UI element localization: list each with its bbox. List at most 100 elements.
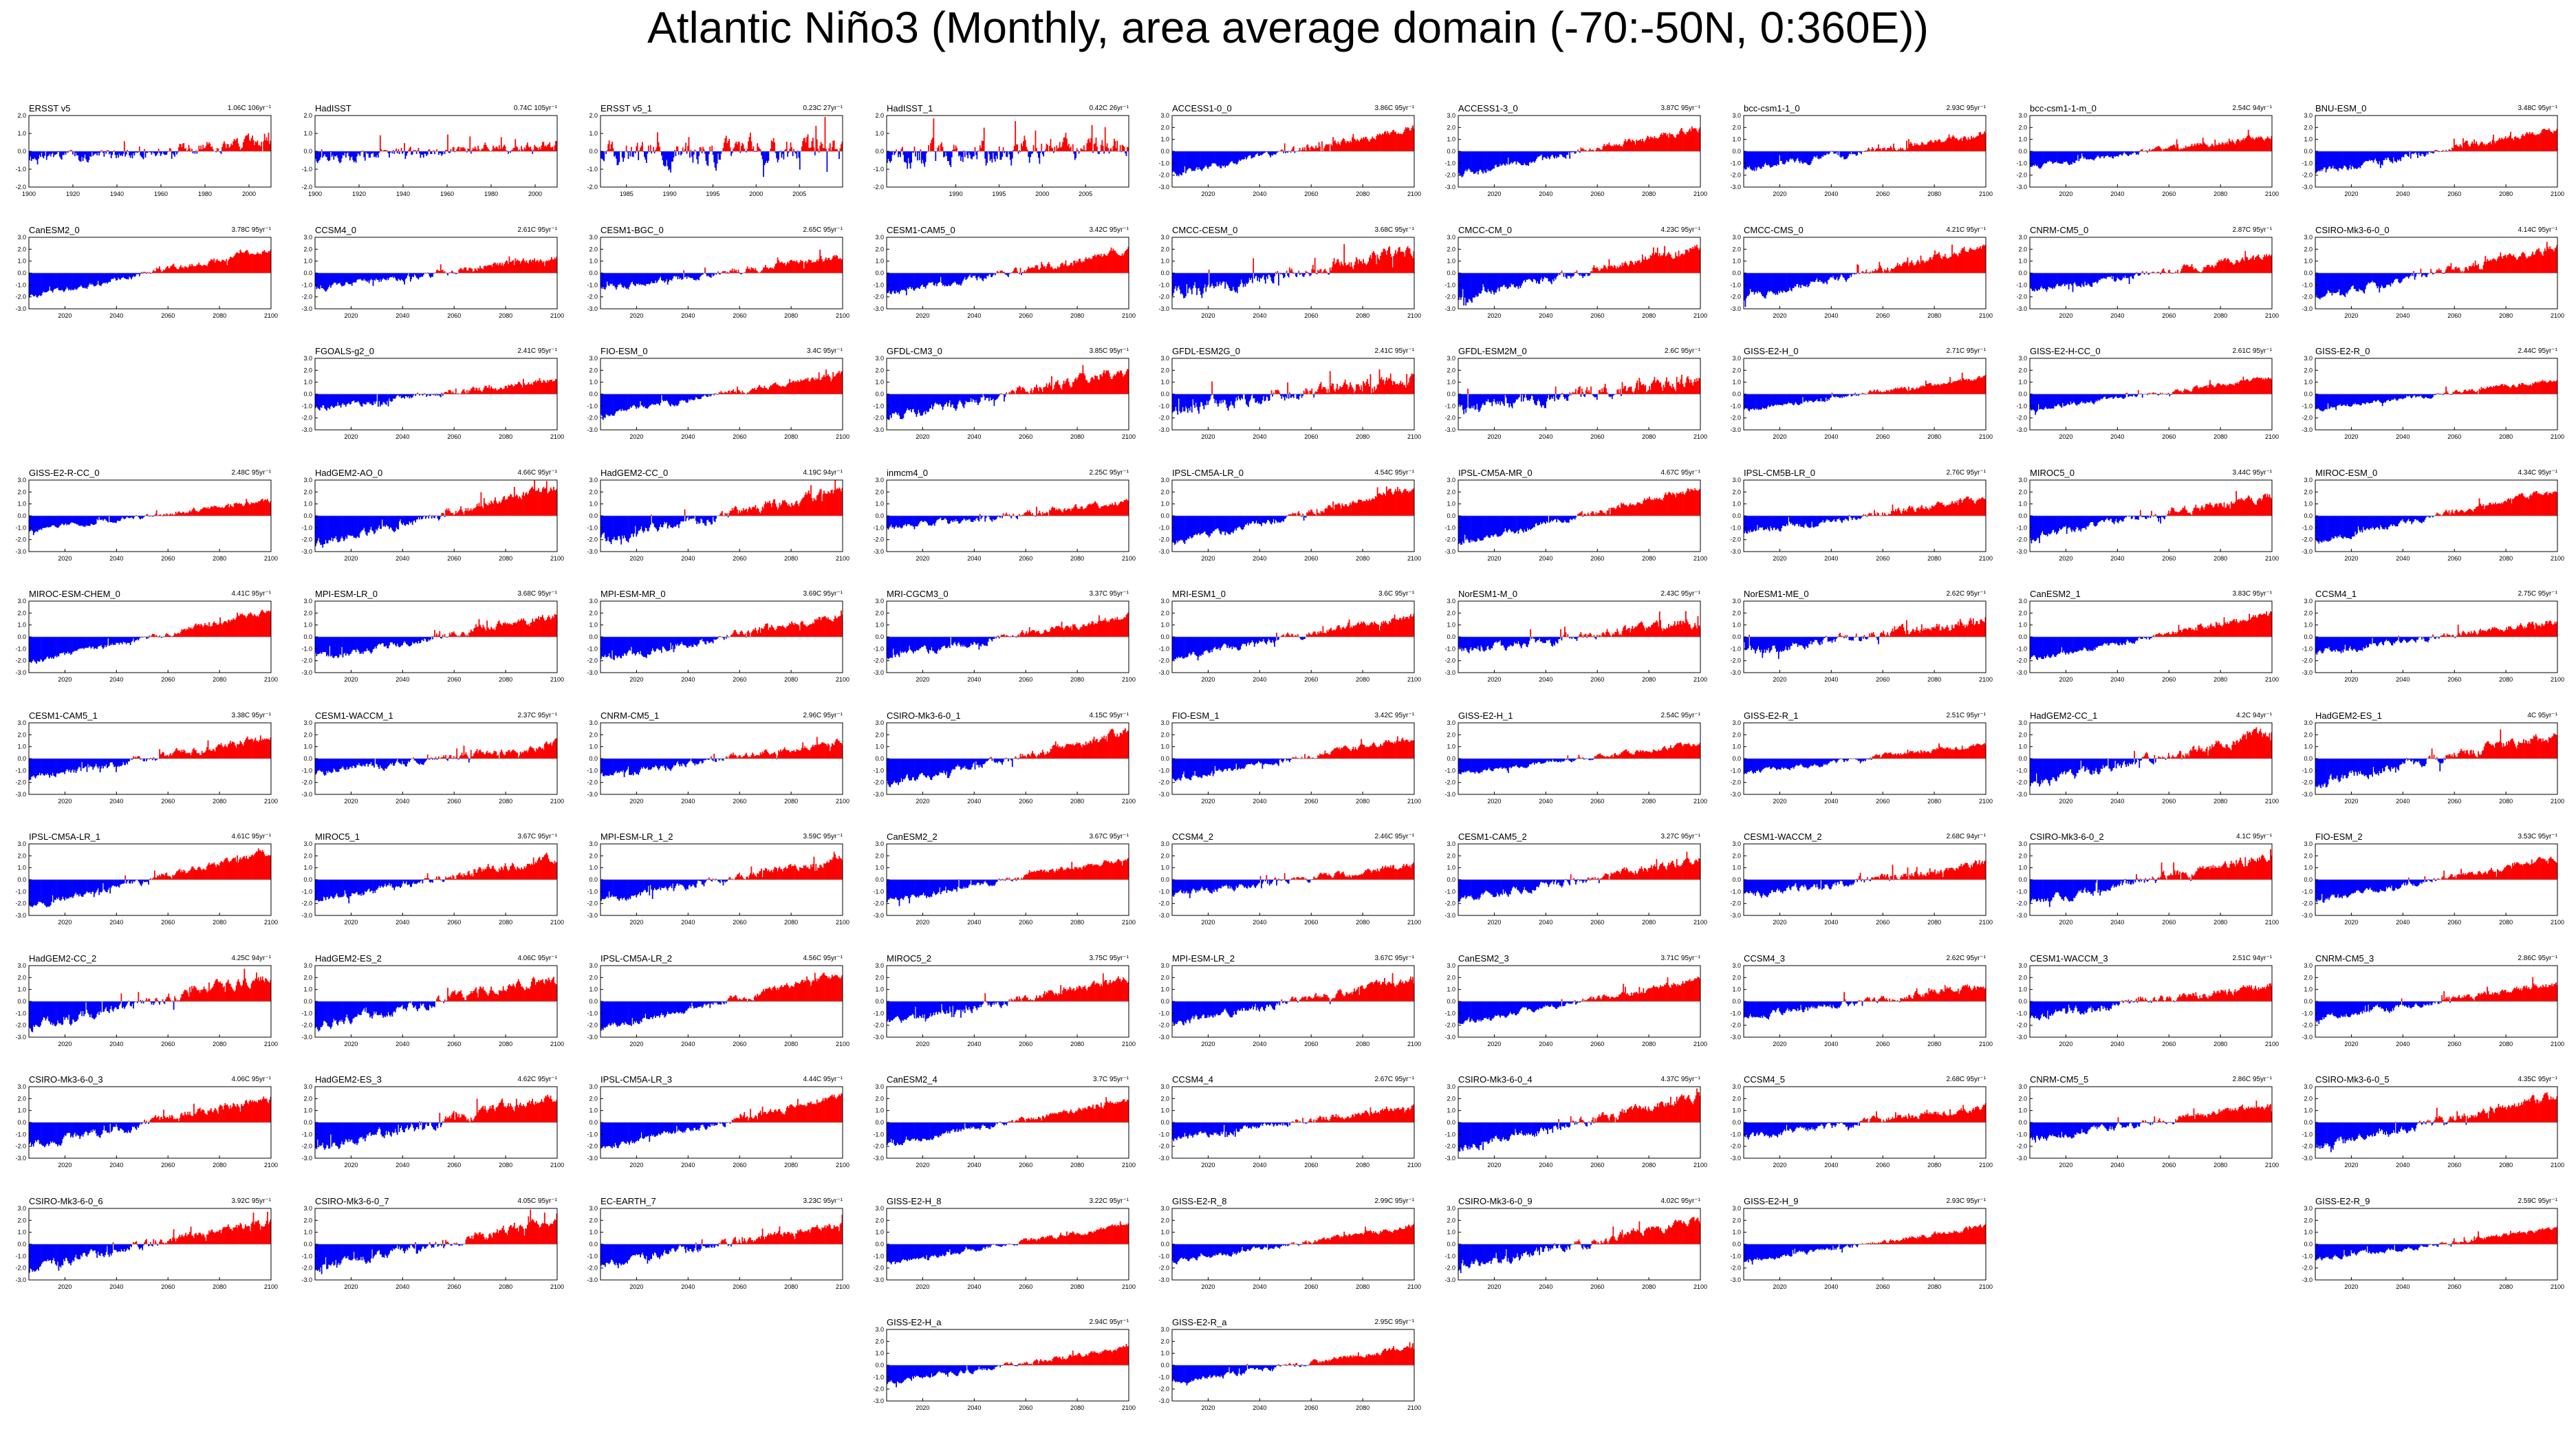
- positive-anomaly-bar: [683, 270, 684, 273]
- panel-trend-label: 0.42C 26yr⁻¹: [1089, 103, 1129, 114]
- negative-anomaly-bar: [618, 151, 620, 162]
- y-tick-label: -1.0: [1444, 281, 1455, 288]
- negative-anomaly-bar: [320, 151, 321, 157]
- x-tick-label: 2000: [528, 191, 542, 197]
- positive-anomaly-bar: [933, 118, 935, 151]
- x-tick-label: 2020: [2059, 312, 2072, 319]
- negative-anomaly-bar: [72, 151, 74, 155]
- x-tick-label: 2060: [1876, 191, 1890, 197]
- positive-anomaly-bar: [1314, 258, 1316, 273]
- positive-anomaly-bar: [436, 149, 437, 151]
- x-tick-label: 2080: [213, 312, 226, 319]
- y-tick-label: 0.0: [2304, 148, 2313, 155]
- positive-anomaly-bar: [817, 149, 819, 151]
- y-tick-label: -1.0: [15, 281, 26, 288]
- y-tick-label: -2.0: [1730, 172, 1741, 179]
- panel-trend-label: 3.48C 95yr⁻¹: [2518, 103, 2557, 114]
- positive-anomaly-bar: [678, 146, 679, 151]
- negative-anomaly-bar: [630, 151, 631, 156]
- x-tick-label: 1985: [620, 191, 634, 197]
- positive-anomaly-bar: [1027, 149, 1028, 151]
- x-tick-label: 2020: [1487, 191, 1501, 197]
- panel-title: CSIRO-Mk3-6-0_0: [2315, 225, 2390, 236]
- y-tick-label: -2.0: [1158, 294, 1169, 301]
- y-tick-label: 0.0: [2018, 148, 2027, 155]
- x-tick-label: 2080: [1642, 312, 1656, 319]
- positive-anomaly-bar: [704, 149, 705, 151]
- y-tick-label: 2.0: [17, 112, 26, 119]
- y-tick-label: 2.0: [589, 112, 598, 119]
- positive-anomaly-bar: [830, 143, 831, 151]
- y-tick-label: -3.0: [1730, 305, 1741, 312]
- y-tick-label: -1.0: [1158, 160, 1169, 166]
- negative-anomaly-bar: [397, 151, 398, 153]
- positive-anomaly-bar: [999, 146, 1000, 151]
- negative-anomaly-bar: [673, 151, 675, 157]
- negative-anomaly-bar: [891, 151, 893, 155]
- x-tick-label: 2005: [792, 191, 806, 197]
- y-tick-label: 3.0: [1447, 234, 1455, 241]
- y-tick-label: -3.0: [1158, 305, 1169, 312]
- positive-anomaly-bar: [1328, 144, 1330, 151]
- positive-anomaly-bar: [626, 146, 627, 151]
- negative-anomaly-bar: [1007, 151, 1008, 157]
- positive-anomaly-bar: [1041, 144, 1042, 151]
- anomaly-bars: [1458, 245, 1700, 306]
- x-tick-label: 2040: [1253, 191, 1266, 197]
- negative-anomaly-bar: [682, 273, 684, 279]
- y-tick-label: 2.0: [17, 246, 26, 252]
- negative-anomaly-bar: [675, 151, 677, 156]
- x-tick-label: 2020: [629, 312, 643, 319]
- negative-anomaly-bar: [393, 151, 395, 154]
- x-tick-label: 2040: [396, 312, 409, 319]
- y-tick-label: -1.0: [301, 166, 312, 173]
- y-tick-label: -1.0: [1730, 281, 1741, 288]
- panel-title: HadISST: [315, 103, 351, 114]
- panel-title: FGOALS-g2_0: [315, 346, 374, 357]
- negative-anomaly-bar: [365, 151, 366, 161]
- negative-anomaly-bar: [1207, 273, 1209, 285]
- y-tick-label: -1.0: [15, 166, 26, 173]
- x-tick-label: 2020: [2344, 312, 2358, 319]
- x-tick-label: 1900: [22, 191, 36, 197]
- positive-anomaly-bar: [1017, 144, 1018, 151]
- x-tick-label: 2020: [1201, 312, 1215, 319]
- negative-anomaly-bar: [104, 151, 105, 157]
- negative-anomaly-bar: [962, 151, 964, 162]
- x-tick-label: 2100: [2551, 312, 2564, 319]
- y-tick-label: -2.0: [873, 294, 884, 301]
- panel-title: CESM1-CAM5_0: [887, 225, 955, 236]
- y-tick-label: 2.0: [1732, 124, 1741, 131]
- y-tick-label: -3.0: [2016, 305, 2027, 312]
- positive-anomaly-bar: [124, 141, 125, 151]
- y-tick-label: -3.0: [1158, 184, 1169, 191]
- y-tick-label: 2.0: [303, 112, 312, 119]
- x-tick-label: 2080: [2499, 191, 2513, 197]
- y-tick-label: 1.0: [589, 258, 598, 265]
- negative-anomaly-bar: [329, 151, 331, 160]
- y-tick-label: 0.0: [2304, 270, 2313, 276]
- positive-anomaly-bar: [217, 149, 219, 151]
- x-tick-label: 2020: [58, 312, 72, 319]
- x-tick-label: 2020: [1487, 312, 1501, 319]
- negative-anomaly-bar: [427, 151, 429, 155]
- y-tick-label: -3.0: [587, 305, 598, 312]
- positive-anomaly-bar: [396, 149, 397, 151]
- x-tick-label: 2040: [1539, 312, 1552, 319]
- x-tick-label: 2060: [1590, 191, 1604, 197]
- positive-anomaly-bar: [261, 142, 262, 151]
- x-tick-label: 2080: [1927, 312, 1941, 319]
- y-tick-label: 0.0: [1732, 270, 1741, 276]
- positive-anomaly-bar: [648, 146, 649, 151]
- y-tick-label: -1.0: [873, 166, 884, 173]
- positive-anomaly-bar: [682, 148, 684, 152]
